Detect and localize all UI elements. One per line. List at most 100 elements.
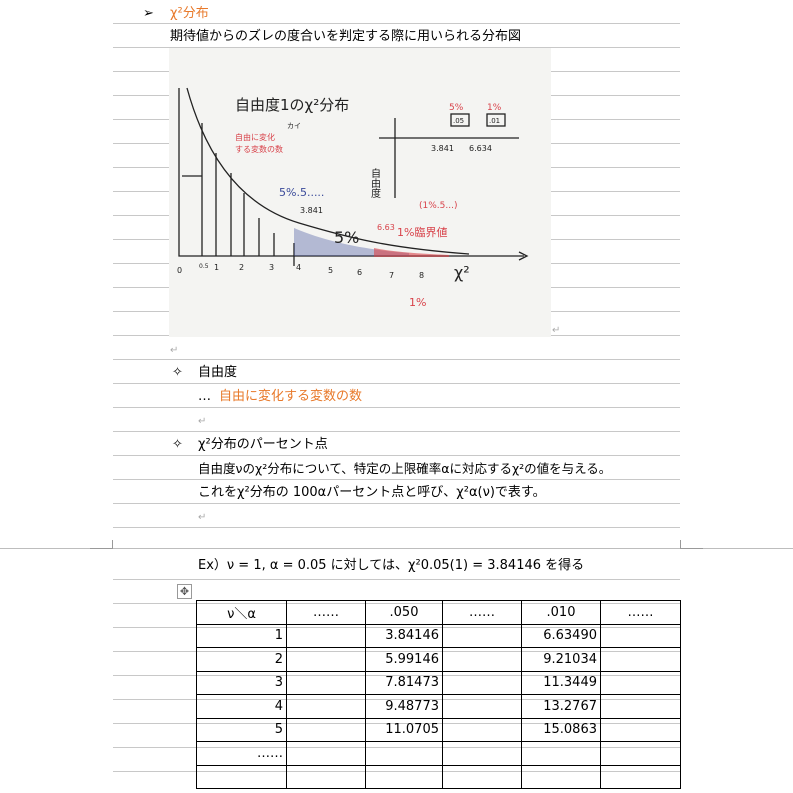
- paragraph-mark: ↵: [170, 345, 179, 356]
- cell: 6.63490: [521, 623, 601, 648]
- figure-val: 3.841: [431, 144, 454, 153]
- table-row: 1 3.84146 6.63490: [196, 623, 681, 648]
- cell: 3.84146: [365, 623, 443, 648]
- cell: 5: [196, 717, 287, 742]
- figure-paren: (1%.5...): [419, 201, 457, 211]
- figure-dof: 自由度: [369, 167, 381, 199]
- cell: [286, 741, 366, 766]
- figure-663: 6.63: [377, 223, 395, 232]
- figure-pct: 5%: [449, 103, 464, 113]
- header-cell: .050: [365, 600, 443, 625]
- tick: 0: [177, 266, 182, 275]
- page-corner-mark: [680, 540, 703, 549]
- intro-text: 期待値からのズレの度合いを判定する際に用いられる分布図: [170, 29, 522, 44]
- tick: 7: [389, 271, 394, 280]
- figure-hdr: .01: [489, 117, 500, 125]
- cell: 3: [196, 670, 287, 695]
- cell: [600, 741, 681, 766]
- cell: [442, 764, 522, 789]
- cell: 11.3449: [521, 670, 601, 695]
- tick: 1: [214, 263, 219, 272]
- list-bullet: ✧: [172, 437, 183, 452]
- cell: [600, 670, 681, 695]
- cell: [442, 623, 522, 648]
- table-move-handle[interactable]: ✥: [177, 584, 192, 599]
- cell: [521, 741, 601, 766]
- table-row: [196, 764, 681, 789]
- cell: [365, 741, 443, 766]
- ellipsis: …: [198, 389, 211, 404]
- figure-title: 自由度1のχ²分布: [235, 96, 349, 114]
- whiteboard-image[interactable]: 自由度1のχ²分布 カイ 3.841 6.634 .05 .01 自由度 5% …: [169, 48, 551, 337]
- cell: [442, 670, 522, 695]
- tick: 3: [269, 263, 274, 272]
- table-row: ……: [196, 741, 681, 766]
- chi-square-table: ν＼α …… .050 …… .010 …… 1 3.84146 6.63490 2…: [196, 600, 681, 789]
- cell: [286, 717, 366, 742]
- figure-axis-label: χ²: [454, 263, 470, 282]
- example-text: Ex）ν = 1, α = 0.05 に対しては、χ²0.05(1) = 3.8…: [198, 558, 585, 573]
- cell: 9.48773: [365, 694, 443, 719]
- cell: [286, 623, 366, 648]
- paragraph-mark: ↵: [552, 325, 561, 336]
- tick: 8: [419, 271, 424, 280]
- cell: [442, 647, 522, 672]
- cell: [286, 647, 366, 672]
- pct-line2: これをχ²分布の 100αパーセント点と呼び、χ²α(ν)で表す。: [198, 485, 546, 500]
- figure-5dots: 5%.5.....: [279, 186, 324, 199]
- page-corner-mark: [90, 540, 113, 549]
- cell: 5.99146: [365, 647, 443, 672]
- cell: [600, 764, 681, 789]
- cell: [521, 764, 601, 789]
- list-bullet: ➢: [143, 6, 154, 21]
- cell: ……: [196, 741, 287, 766]
- tick: 5: [328, 266, 333, 275]
- figure-critical: 1%臨界値: [397, 226, 447, 239]
- cell: 2: [196, 647, 287, 672]
- cell: [365, 764, 443, 789]
- dof-title: 自由度: [198, 365, 238, 380]
- cell: [196, 764, 287, 789]
- figure-5pct: 5%: [334, 228, 359, 247]
- figure-pct: 1%: [487, 103, 502, 113]
- cell: [600, 717, 681, 742]
- cell: [286, 764, 366, 789]
- figure-1pct: 1%: [409, 296, 426, 309]
- paragraph-mark: ↵: [198, 416, 207, 427]
- cell: [442, 741, 522, 766]
- figure-hdr: .05: [453, 117, 464, 125]
- cell: 9.21034: [521, 647, 601, 672]
- table-row: 3 7.81473 11.3449: [196, 670, 681, 695]
- table-header-row: ν＼α …… .050 …… .010 ……: [196, 600, 681, 625]
- cell: [442, 694, 522, 719]
- tick: 4: [296, 263, 301, 272]
- table-row: 2 5.99146 9.21034: [196, 647, 681, 672]
- page-break: [0, 548, 793, 549]
- figure-note: 自由に変化: [235, 132, 275, 142]
- dof-definition: 自由に変化する変数の数: [219, 389, 363, 404]
- section-heading: χ²分布: [170, 6, 209, 21]
- pct-title: χ²分布のパーセント点: [198, 437, 328, 452]
- tick: 0.5: [199, 263, 209, 270]
- cell: [286, 670, 366, 695]
- figure-val: 6.634: [469, 144, 492, 153]
- cell: [442, 717, 522, 742]
- cell: 4: [196, 694, 287, 719]
- cell: 11.0705: [365, 717, 443, 742]
- figure-kai: カイ: [287, 122, 301, 130]
- cell: 13.2767: [521, 694, 601, 719]
- table-row: 4 9.48773 13.2767: [196, 694, 681, 719]
- header-cell: ν＼α: [196, 600, 287, 625]
- cell: [600, 623, 681, 648]
- cell: [286, 694, 366, 719]
- cell: [600, 647, 681, 672]
- header-cell: ……: [442, 600, 522, 625]
- cell: 1: [196, 623, 287, 648]
- header-cell: ……: [600, 600, 681, 625]
- pct-line1: 自由度νのχ²分布について、特定の上限確率αに対応するχ²の値を与える。: [198, 461, 612, 476]
- paragraph-mark: ↵: [198, 512, 207, 523]
- table-row: 5 11.0705 15.0863: [196, 717, 681, 742]
- cell: 15.0863: [521, 717, 601, 742]
- tick: 6: [357, 268, 362, 277]
- cell: [600, 694, 681, 719]
